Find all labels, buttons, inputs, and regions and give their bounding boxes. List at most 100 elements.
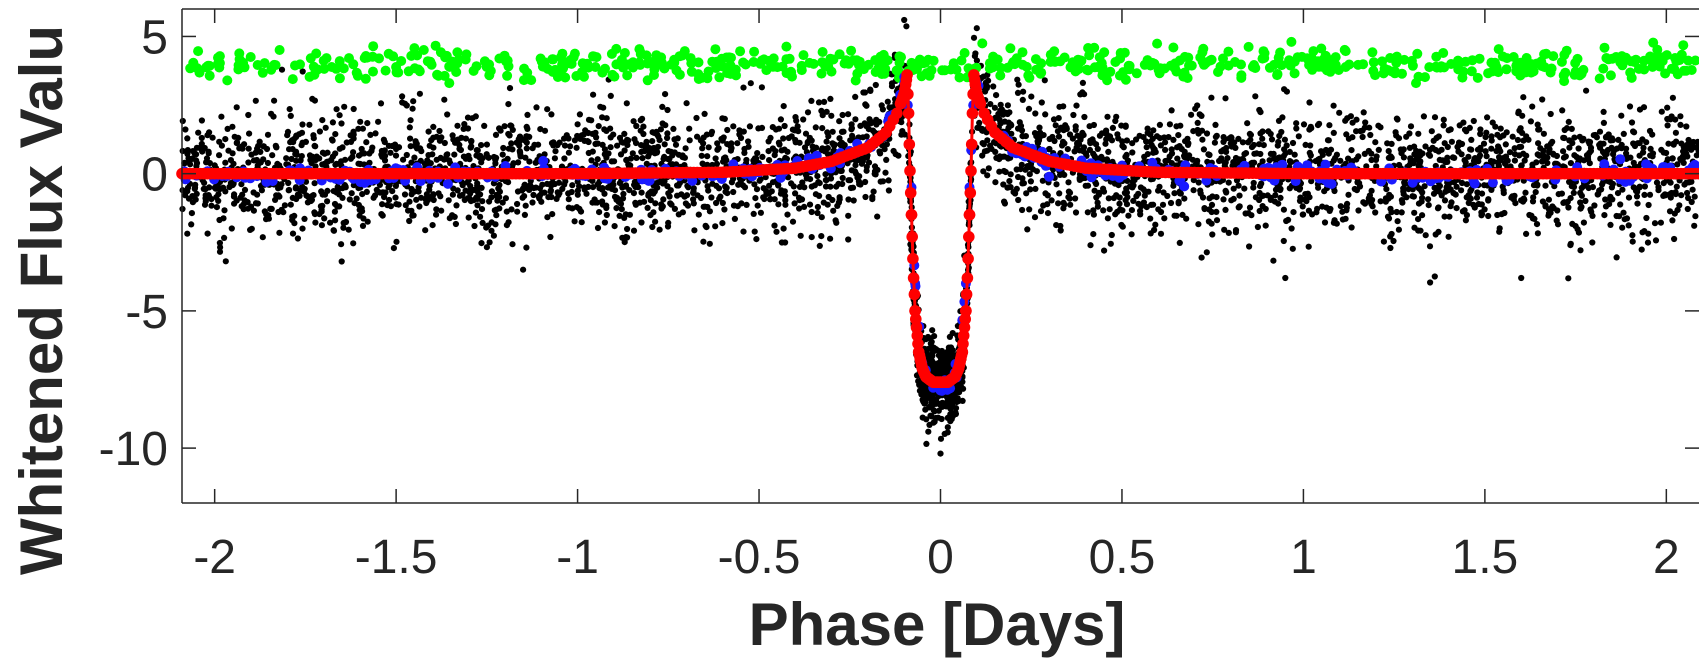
- raw-flux-point: [1387, 154, 1394, 161]
- residual-point: [1678, 40, 1689, 51]
- raw-flux-point: [923, 440, 930, 447]
- raw-flux-point: [1194, 119, 1201, 126]
- raw-flux-point: [1188, 111, 1195, 118]
- raw-flux-point: [1195, 130, 1202, 137]
- raw-flux-point: [1300, 121, 1308, 128]
- raw-flux-point: [705, 187, 712, 194]
- raw-flux-point: [1096, 132, 1103, 139]
- raw-flux-point: [338, 241, 345, 248]
- raw-flux-point: [836, 194, 843, 201]
- raw-flux-point: [298, 142, 305, 149]
- raw-flux-point: [252, 200, 260, 207]
- raw-flux-point: [529, 199, 536, 206]
- raw-flux-point: [1242, 210, 1249, 217]
- raw-flux-point: [238, 203, 245, 210]
- raw-flux-point: [501, 123, 508, 130]
- raw-flux-point: [268, 110, 275, 117]
- raw-flux-point: [1422, 143, 1429, 150]
- residual-point: [526, 75, 537, 86]
- residual-point: [192, 63, 203, 74]
- residual-point: [522, 67, 533, 78]
- raw-flux-point: [728, 145, 735, 152]
- raw-flux-point: [286, 186, 293, 194]
- raw-flux-point: [921, 398, 929, 405]
- raw-flux-point: [1368, 156, 1375, 164]
- raw-flux-point: [258, 187, 265, 194]
- raw-flux-point: [1689, 186, 1696, 193]
- raw-flux-point: [1117, 206, 1124, 213]
- raw-flux-point: [669, 152, 676, 159]
- raw-flux-point: [1299, 203, 1306, 210]
- residual-point: [334, 73, 345, 84]
- raw-flux-point: [814, 209, 821, 217]
- raw-flux-point: [392, 194, 399, 201]
- residual-point: [1081, 64, 1092, 75]
- residual-point: [1005, 43, 1016, 54]
- raw-flux-point: [1296, 186, 1303, 193]
- raw-flux-point: [1462, 159, 1469, 166]
- raw-flux-point: [623, 100, 630, 107]
- raw-flux-point: [737, 178, 744, 185]
- raw-flux-point: [996, 168, 1003, 175]
- residual-point: [923, 54, 934, 65]
- raw-flux-point: [1044, 210, 1052, 217]
- raw-flux-point: [338, 120, 345, 127]
- raw-flux-point: [874, 213, 881, 220]
- raw-flux-point: [299, 121, 306, 128]
- raw-flux-point: [580, 131, 587, 138]
- raw-flux-point: [289, 216, 296, 224]
- raw-flux-point: [1241, 185, 1248, 192]
- raw-flux-point: [321, 150, 328, 157]
- raw-flux-point: [1039, 177, 1046, 184]
- raw-flux-point: [1601, 212, 1608, 219]
- raw-flux-point: [1333, 220, 1340, 227]
- residual-point: [1236, 70, 1247, 81]
- raw-flux-point: [1223, 144, 1230, 152]
- raw-flux-point: [222, 159, 229, 166]
- raw-flux-point: [1282, 274, 1289, 282]
- raw-flux-point: [931, 333, 938, 340]
- raw-flux-point: [348, 190, 355, 197]
- raw-flux-point: [1256, 189, 1263, 197]
- raw-flux-point: [1014, 89, 1022, 96]
- raw-flux-point: [290, 139, 297, 146]
- raw-flux-point: [400, 156, 407, 163]
- residual-point: [1559, 76, 1570, 87]
- raw-flux-point: [254, 191, 261, 198]
- raw-flux-point: [985, 77, 992, 84]
- raw-flux-point: [1174, 155, 1181, 162]
- raw-flux-point: [1608, 135, 1616, 142]
- raw-flux-point: [822, 183, 830, 190]
- raw-flux-point: [984, 172, 991, 179]
- residual-point: [1539, 49, 1550, 60]
- raw-flux-point: [1337, 203, 1344, 210]
- raw-flux-point: [1195, 221, 1202, 228]
- raw-flux-point: [1587, 206, 1594, 213]
- raw-flux-point: [312, 143, 319, 150]
- raw-flux-point: [1621, 216, 1628, 223]
- raw-flux-point: [937, 450, 944, 457]
- raw-flux-point: [311, 97, 318, 104]
- raw-flux-point: [1614, 190, 1622, 197]
- raw-flux-point: [193, 190, 200, 197]
- raw-flux-point: [1181, 154, 1188, 161]
- raw-flux-point: [363, 139, 370, 146]
- raw-flux-point: [652, 200, 659, 207]
- raw-flux-point: [1496, 228, 1503, 235]
- residual-point: [1084, 50, 1095, 61]
- raw-flux-point: [427, 160, 434, 167]
- residual-point: [1099, 47, 1110, 58]
- raw-flux-point: [644, 204, 651, 211]
- raw-flux-point: [1036, 124, 1043, 131]
- raw-flux-point: [378, 147, 385, 155]
- raw-flux-point: [1583, 87, 1590, 94]
- raw-flux-point: [1297, 194, 1304, 201]
- raw-flux-point: [675, 182, 682, 189]
- raw-flux-point: [1145, 188, 1152, 195]
- raw-flux-point: [520, 266, 527, 273]
- raw-flux-point: [1143, 204, 1150, 211]
- raw-flux-point: [1536, 152, 1543, 159]
- raw-flux-point: [311, 180, 318, 187]
- raw-flux-point: [1602, 196, 1609, 203]
- raw-flux-point: [1577, 247, 1584, 254]
